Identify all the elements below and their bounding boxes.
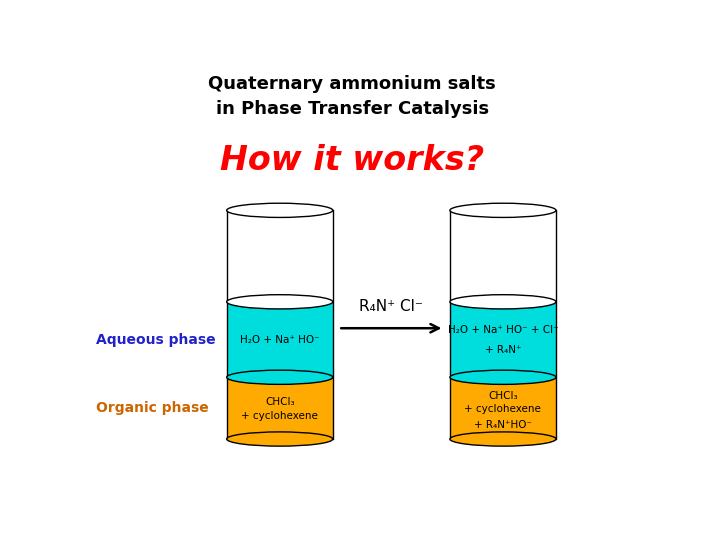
Polygon shape xyxy=(450,377,556,439)
Polygon shape xyxy=(227,302,333,377)
Text: + R₄N⁺: + R₄N⁺ xyxy=(485,345,521,355)
Text: H₂O + Na⁺ HO⁻: H₂O + Na⁺ HO⁻ xyxy=(240,335,320,345)
Text: + cyclohexene: + cyclohexene xyxy=(241,410,318,421)
Text: Quaternary ammonium salts: Quaternary ammonium salts xyxy=(208,75,496,93)
Ellipse shape xyxy=(450,295,556,309)
Text: Aqueous phase: Aqueous phase xyxy=(96,333,215,347)
Ellipse shape xyxy=(450,370,556,384)
Polygon shape xyxy=(450,210,556,302)
Ellipse shape xyxy=(227,295,333,309)
Text: + cyclohexene: + cyclohexene xyxy=(464,404,541,414)
Polygon shape xyxy=(227,210,333,302)
Polygon shape xyxy=(227,377,333,439)
Ellipse shape xyxy=(450,432,556,446)
Text: H₂O + Na⁺ HO⁻ + Cl⁻: H₂O + Na⁺ HO⁻ + Cl⁻ xyxy=(448,326,558,335)
Ellipse shape xyxy=(450,203,556,218)
Polygon shape xyxy=(450,302,556,377)
Text: How it works?: How it works? xyxy=(220,144,485,177)
Text: CHCl₃: CHCl₃ xyxy=(488,391,518,401)
Ellipse shape xyxy=(227,370,333,384)
Text: R₄N⁺ Cl⁻: R₄N⁺ Cl⁻ xyxy=(359,299,423,314)
Ellipse shape xyxy=(227,203,333,218)
Ellipse shape xyxy=(227,432,333,446)
Text: Organic phase: Organic phase xyxy=(96,401,208,415)
Text: in Phase Transfer Catalysis: in Phase Transfer Catalysis xyxy=(216,100,489,118)
Text: + R₄N⁺HO⁻: + R₄N⁺HO⁻ xyxy=(474,421,532,430)
Text: CHCl₃: CHCl₃ xyxy=(265,397,294,407)
